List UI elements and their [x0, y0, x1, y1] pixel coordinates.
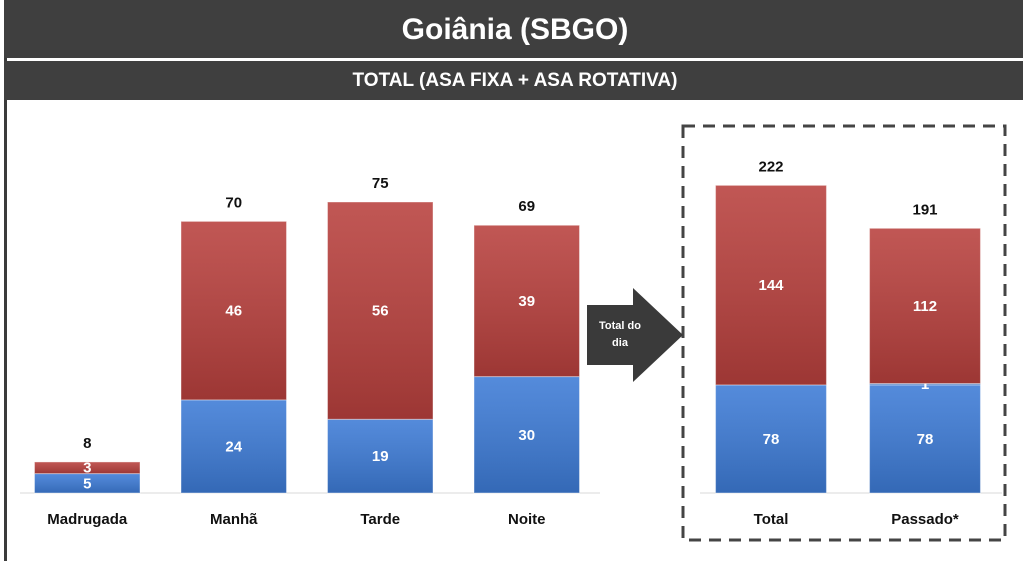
data-label: 5: [83, 475, 91, 492]
bar-shade: [869, 384, 981, 494]
data-label: 24: [225, 438, 242, 455]
data-label: 19: [372, 448, 389, 465]
data-label: 144: [758, 277, 784, 294]
bar-shade: [180, 399, 287, 494]
data-label: 1: [921, 376, 929, 393]
x-tick-label: Total: [754, 511, 789, 528]
bar-shade: [869, 227, 981, 385]
chart-subtitle: TOTAL (ASA FIXA + ASA ROTATIVA): [353, 70, 678, 91]
x-tick-label: Tarde: [360, 511, 400, 528]
total-label: 222: [758, 158, 783, 175]
total-label: 70: [225, 194, 242, 211]
data-label: 78: [917, 431, 934, 448]
data-label: 3: [83, 460, 91, 477]
bar-shade: [473, 376, 580, 494]
arrow: [587, 288, 683, 382]
total-label: 191: [912, 201, 937, 218]
bar-shade: [715, 384, 827, 494]
chart-title: Goiânia (SBGO): [402, 13, 629, 46]
data-label: 78: [763, 431, 780, 448]
bar-shade: [34, 461, 141, 475]
x-tick-label: Passado*: [891, 511, 959, 528]
highlight-box: [681, 124, 1007, 542]
bar-shade: [327, 418, 434, 494]
total-label: 69: [518, 198, 535, 215]
data-label: 30: [518, 427, 535, 444]
bar-shade: [473, 224, 580, 378]
arrow-label: Total do dia: [599, 320, 641, 349]
data-label: 112: [913, 298, 937, 315]
total-label: 8: [83, 435, 91, 452]
x-tick-label: Manhã: [210, 511, 258, 528]
bar-shade: [180, 220, 287, 401]
bar-shade: [715, 184, 827, 386]
data-label: 56: [372, 303, 389, 320]
total-label: 75: [372, 175, 389, 192]
x-tick-label: Madrugada: [47, 511, 128, 528]
subtitle-bar: [4, 61, 1023, 100]
x-tick-label: Noite: [508, 511, 546, 528]
frame-left: [4, 0, 7, 561]
data-label: 39: [518, 293, 535, 310]
data-label: 46: [225, 303, 242, 320]
title-bar: [4, 0, 1023, 58]
bar-shade: [327, 201, 434, 420]
